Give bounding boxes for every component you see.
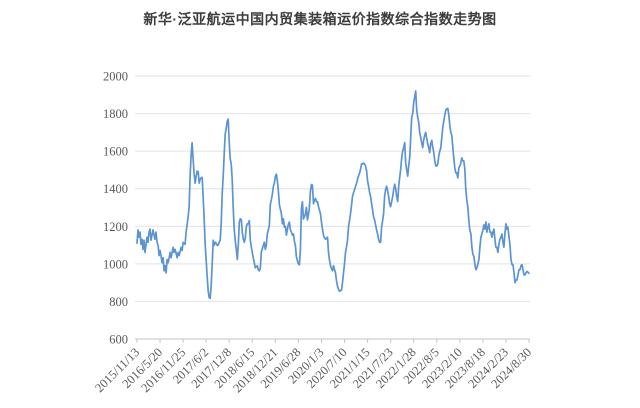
y-tick-label: 1800	[103, 107, 128, 121]
y-tick-label: 1200	[103, 220, 128, 234]
y-tick-label: 800	[109, 295, 128, 309]
y-tick-label: 600	[109, 333, 128, 347]
index-line	[136, 90, 530, 300]
y-tick-label: 1400	[103, 182, 128, 196]
y-tick-label: 1000	[103, 257, 128, 271]
y-tick-label: 2000	[103, 70, 128, 84]
chart-title: 新华·泛亚航运中国内贸集装箱运价指数综合指数走势图	[143, 11, 497, 27]
y-tick-label: 1600	[103, 145, 128, 159]
